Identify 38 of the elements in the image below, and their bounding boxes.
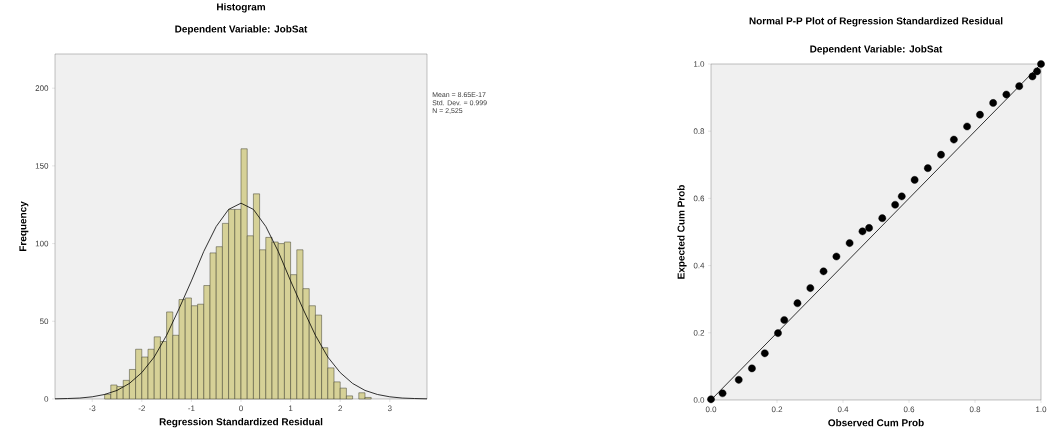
y-axis-title: Frequency — [19, 201, 29, 251]
point — [910, 176, 919, 184]
point — [989, 99, 997, 107]
point — [819, 267, 828, 276]
chart-title: Histogram — [217, 3, 266, 13]
point — [976, 110, 984, 119]
point — [832, 252, 841, 261]
point — [950, 135, 958, 144]
point — [858, 227, 867, 236]
x-axis-title: Observed Cum Prob — [828, 418, 924, 427]
y-axis-title: Expected Cum Prob — [677, 185, 687, 279]
point — [806, 284, 815, 292]
point — [865, 224, 873, 232]
point — [937, 150, 945, 159]
point — [1002, 90, 1011, 99]
point — [891, 200, 899, 209]
point — [1033, 67, 1041, 76]
point — [718, 389, 727, 398]
point — [1015, 82, 1024, 90]
point — [774, 329, 782, 337]
point — [707, 395, 715, 404]
point — [780, 316, 789, 324]
point — [963, 122, 971, 131]
point — [748, 364, 756, 373]
point — [793, 299, 802, 308]
chart-subtitle: Dependent Variable: JobSat — [175, 25, 308, 35]
point — [924, 164, 932, 172]
point — [761, 349, 769, 358]
point — [897, 192, 906, 201]
line-series — [54, 202, 428, 400]
chart-subtitle: Dependent Variable: JobSat — [810, 45, 943, 55]
point — [1037, 60, 1045, 68]
point — [734, 376, 743, 384]
chart-title: Normal P-P Plot of Regression Standardized Residual — [749, 17, 1003, 27]
point — [878, 214, 887, 223]
point — [1028, 72, 1037, 81]
point — [845, 239, 854, 247]
x-axis-title: Regression Standardized Residual — [159, 417, 323, 428]
